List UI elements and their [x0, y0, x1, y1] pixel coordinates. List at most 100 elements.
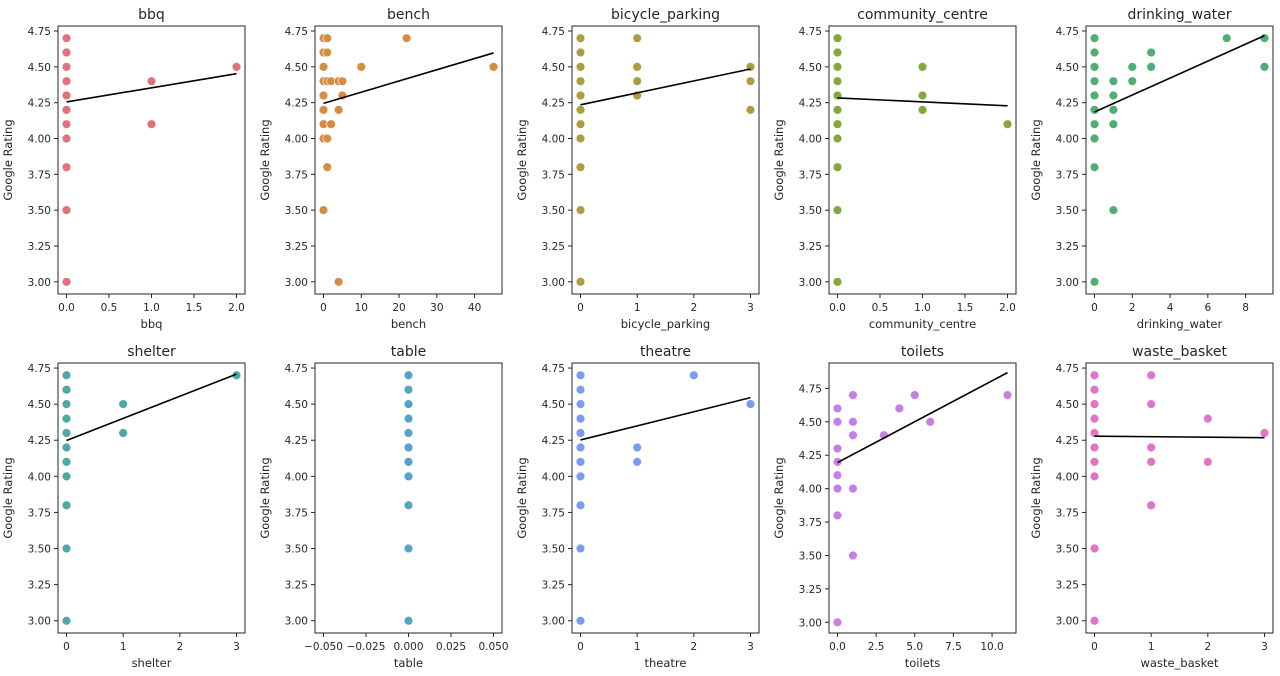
data-point — [1089, 616, 1100, 626]
x-tick-label: 2.5 — [868, 641, 885, 653]
axes-frame — [571, 362, 760, 634]
data-point — [403, 457, 414, 467]
data-point — [1108, 205, 1119, 215]
axes-frame — [57, 362, 246, 634]
y-tick-label: 3.50 — [542, 544, 565, 556]
data-point — [1089, 385, 1100, 395]
x-tick-label: 2 — [1204, 641, 1211, 653]
scatter-points — [403, 370, 414, 626]
data-point — [1108, 90, 1119, 101]
data-point — [61, 543, 72, 554]
data-point — [575, 413, 586, 424]
subplot-shelter: shelter 3.00 3.25 3.50 3.75 4.00 4.25 4.50 4.75 0… — [1, 344, 246, 670]
data-point — [745, 399, 756, 409]
subplot-title: shelter — [127, 344, 176, 360]
x-tick-label: 10.0 — [980, 641, 1003, 653]
data-point — [832, 105, 843, 115]
x-tick-label: 3 — [747, 641, 754, 653]
data-point — [1089, 33, 1100, 43]
data-point — [632, 76, 642, 86]
data-point — [1259, 62, 1270, 72]
data-point — [326, 119, 336, 129]
y-tick-label: 4.25 — [1056, 435, 1079, 447]
data-point — [832, 62, 843, 72]
x-tick-label: 3 — [747, 302, 754, 314]
data-point — [322, 47, 332, 58]
data-point — [356, 62, 366, 72]
data-point — [575, 119, 586, 129]
data-point — [832, 76, 843, 86]
data-point — [488, 62, 499, 72]
x-tick-label: 1.5 — [186, 302, 203, 314]
data-point — [146, 76, 157, 86]
data-point — [322, 33, 332, 43]
y-tick-label: 4.25 — [1056, 98, 1079, 110]
axes-frame — [314, 25, 503, 295]
data-point — [403, 500, 414, 510]
y-axis-label: Google Rating — [515, 119, 529, 200]
y-tick-label: 4.00 — [1056, 471, 1079, 483]
y-tick-label: 4.00 — [799, 134, 822, 146]
x-tick-label: 1 — [120, 641, 127, 653]
data-point — [917, 62, 928, 72]
y-tick-label: 3.75 — [542, 169, 565, 181]
y-tick-label: 3.75 — [1056, 507, 1079, 519]
subplot-title: toilets — [901, 344, 944, 360]
y-tick-label: 3.00 — [542, 277, 565, 289]
data-point — [61, 399, 72, 409]
data-point — [917, 105, 928, 115]
y-tick-label: 3.00 — [285, 277, 308, 289]
data-point — [575, 471, 586, 482]
y-tick-label: 4.00 — [285, 134, 308, 146]
axes-frame — [57, 25, 246, 295]
data-point — [403, 399, 414, 409]
data-point — [575, 76, 586, 86]
data-point — [61, 457, 72, 467]
x-tick-label: 3 — [233, 641, 240, 653]
data-point — [689, 370, 699, 380]
y-tick-label: 4.50 — [1056, 62, 1079, 74]
data-point — [1146, 500, 1156, 510]
data-point — [1089, 62, 1100, 72]
data-point — [318, 105, 329, 115]
x-tick-label: 0.5 — [872, 302, 889, 314]
y-tick-label: 3.50 — [285, 205, 308, 217]
subplot-title: bbq — [138, 7, 165, 23]
x-tick-label: 0 — [577, 641, 584, 653]
x-tick-label: 0 — [1091, 302, 1098, 314]
y-tick-label: 4.75 — [285, 26, 308, 38]
data-point — [575, 370, 586, 380]
y-tick-label: 4.50 — [1056, 399, 1079, 411]
x-tick-label: 4 — [1167, 302, 1174, 314]
scatter-points — [1089, 33, 1270, 287]
data-point — [118, 399, 128, 409]
data-point — [632, 457, 642, 467]
y-tick-label: 3.25 — [28, 241, 51, 253]
y-tick-label: 3.25 — [799, 584, 822, 596]
data-point — [917, 90, 928, 101]
y-tick-label: 3.50 — [28, 544, 51, 556]
data-point — [575, 105, 586, 115]
data-point — [61, 385, 72, 395]
data-point — [745, 76, 756, 86]
y-tick-label: 4.75 — [542, 26, 565, 38]
x-axis-label: theatre — [645, 656, 687, 670]
data-point — [848, 430, 858, 440]
data-point — [575, 500, 586, 510]
y-tick-label: 3.75 — [1056, 169, 1079, 181]
y-tick-label: 3.25 — [542, 241, 565, 253]
y-tick-label: 3.50 — [28, 205, 51, 217]
subplot-title: bench — [387, 7, 430, 23]
y-tick-label: 3.50 — [799, 550, 822, 562]
x-axis-label: toilets — [905, 656, 941, 670]
y-tick-label: 3.75 — [28, 169, 51, 181]
data-point — [118, 428, 128, 438]
data-point — [1089, 90, 1100, 101]
x-tick-label: 0.000 — [393, 641, 423, 653]
data-point — [318, 62, 329, 72]
x-tick-label: 0 — [577, 302, 584, 314]
data-point — [1146, 399, 1156, 409]
y-tick-label: 3.00 — [1056, 616, 1079, 628]
y-tick-label: 3.00 — [285, 616, 308, 628]
data-point — [832, 205, 843, 215]
